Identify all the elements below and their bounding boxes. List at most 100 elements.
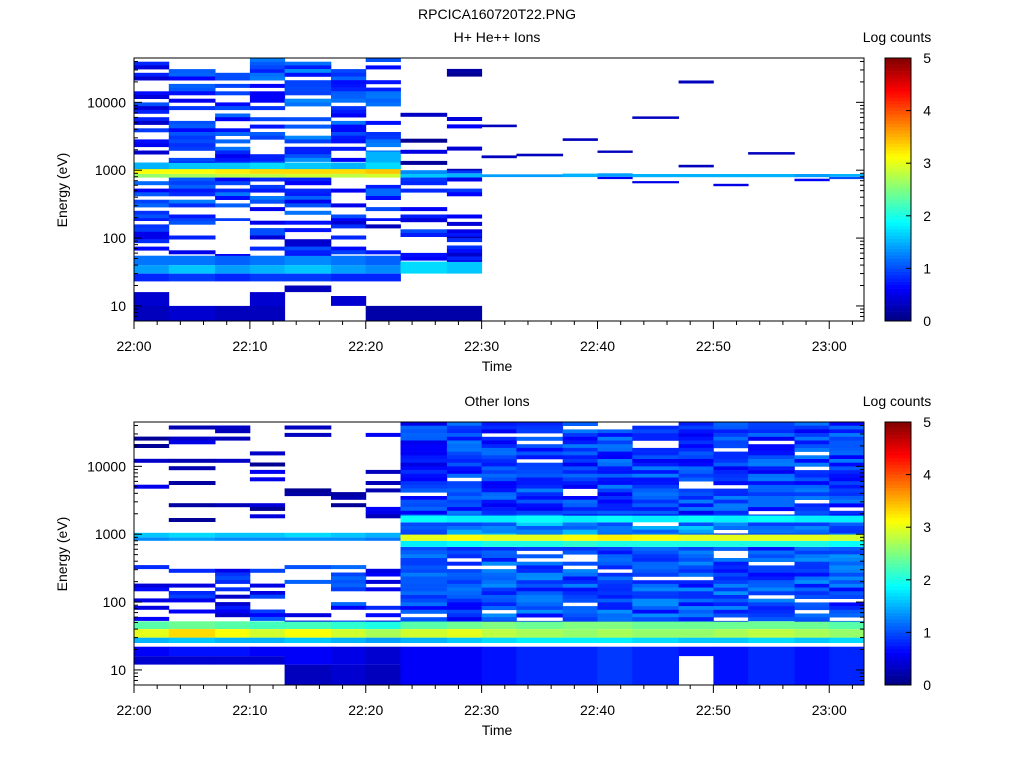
colorbar-swatch xyxy=(885,205,911,210)
colorbar-swatch xyxy=(885,560,911,564)
heatmap-cell xyxy=(446,569,483,574)
heatmap-cell xyxy=(748,534,795,541)
heatmap-cell xyxy=(562,540,598,547)
heatmap-cell xyxy=(249,135,286,140)
heatmap-cell xyxy=(562,620,598,622)
heatmap-cell xyxy=(215,91,251,96)
colorbar-swatch xyxy=(885,159,911,164)
heatmap-cell xyxy=(562,550,598,555)
colorbar-swatch xyxy=(885,127,911,131)
heatmap-cell xyxy=(446,444,483,449)
heatmap-cell xyxy=(331,76,367,81)
heatmap-cell xyxy=(446,561,483,566)
heatmap-cell xyxy=(365,120,401,125)
heatmap-cell xyxy=(331,495,367,500)
heatmap-cell xyxy=(284,87,332,92)
heatmap-cell xyxy=(168,91,216,96)
heatmap-cell xyxy=(249,106,286,111)
heatmap-cell xyxy=(446,177,483,182)
heatmap-cell xyxy=(678,488,714,493)
heatmap-cell xyxy=(748,470,795,475)
heatmap-cell xyxy=(678,595,714,599)
heatmap-cell xyxy=(713,565,749,570)
heatmap-cell xyxy=(134,181,170,186)
heatmap-cell xyxy=(284,135,332,140)
heatmap-cell xyxy=(829,436,865,441)
heatmap-cell xyxy=(678,451,714,456)
heatmap-cell xyxy=(331,157,367,162)
heatmap-cell xyxy=(562,629,598,638)
heatmap-cell xyxy=(829,561,865,566)
heatmap-cell xyxy=(748,507,795,512)
colorbar-swatch xyxy=(885,596,911,600)
heatmap-cell xyxy=(829,422,865,426)
heatmap-cell xyxy=(516,473,564,478)
colorbar-swatch xyxy=(885,173,911,177)
heatmap-cell xyxy=(678,510,714,515)
heatmap-cell xyxy=(829,455,865,460)
heatmap-cell xyxy=(446,436,483,441)
colorbar-swatch xyxy=(885,527,911,531)
colorbar-swatch xyxy=(885,546,911,551)
heatmap-cell xyxy=(632,637,679,643)
heatmap-cell xyxy=(516,591,564,596)
heatmap-cell xyxy=(562,572,598,577)
heatmap-cell xyxy=(168,583,216,588)
heatmap-cell xyxy=(597,526,633,530)
heatmap-cell xyxy=(215,83,251,88)
heatmap-cell xyxy=(748,646,795,685)
heatmap-cell xyxy=(446,576,483,581)
heatmap-cell xyxy=(597,473,633,478)
heatmap-cell xyxy=(597,515,633,523)
heatmap-cell xyxy=(446,533,483,535)
heatmap-cell xyxy=(446,503,483,508)
heatmap-cell xyxy=(829,609,865,614)
heatmap-cell xyxy=(400,602,448,607)
heatmap-cell xyxy=(331,106,367,111)
heatmap-cell xyxy=(562,534,598,541)
y-tick-label: 1000 xyxy=(95,526,126,542)
heatmap-cell xyxy=(481,606,517,611)
heatmap-cell xyxy=(446,117,483,121)
heatmap-cell xyxy=(400,629,448,638)
heatmap-cell xyxy=(446,221,483,226)
heatmap-cell xyxy=(713,473,749,478)
heatmap-cell xyxy=(481,507,517,512)
colorbar-swatch xyxy=(885,219,911,223)
x-tick-label: 22:00 xyxy=(116,338,151,354)
heatmap-cell xyxy=(562,173,598,178)
heatmap-cell xyxy=(249,646,286,657)
heatmap-cell xyxy=(562,526,598,530)
heatmap-cell xyxy=(794,572,830,577)
heatmap-cell xyxy=(215,128,251,133)
heatmap-cell xyxy=(249,154,286,159)
heatmap-cell xyxy=(134,565,170,570)
colorbar-swatch xyxy=(885,307,911,312)
heatmap-cell xyxy=(168,192,216,197)
heatmap-cell xyxy=(331,646,367,665)
colorbar-swatch xyxy=(885,583,911,587)
heatmap-cell xyxy=(134,109,170,114)
heatmap-cell xyxy=(632,515,679,523)
heatmap-cell xyxy=(829,554,865,559)
heatmap-cell xyxy=(215,150,251,155)
heatmap-cell xyxy=(829,522,865,527)
heatmap-cell xyxy=(516,561,564,566)
heatmap-cell xyxy=(365,91,401,96)
heatmap-cell xyxy=(400,451,448,456)
heatmap-cell xyxy=(365,150,401,152)
heatmap-cell xyxy=(516,629,564,638)
heatmap-cell xyxy=(597,514,633,516)
y-axis-label: Energy (eV) xyxy=(54,517,70,592)
heatmap-cell xyxy=(249,537,286,541)
heatmap-cell xyxy=(597,492,633,497)
colorbar-swatch xyxy=(885,530,911,535)
heatmap-cell xyxy=(562,429,598,434)
plot-frame xyxy=(133,421,865,686)
colorbar-swatch xyxy=(885,629,911,633)
x-axis-label: Time xyxy=(482,358,513,374)
heatmap-cell xyxy=(748,529,795,534)
heatmap-cell xyxy=(713,621,749,629)
colorbar-swatch xyxy=(885,242,911,246)
heatmap-cell xyxy=(713,533,749,535)
